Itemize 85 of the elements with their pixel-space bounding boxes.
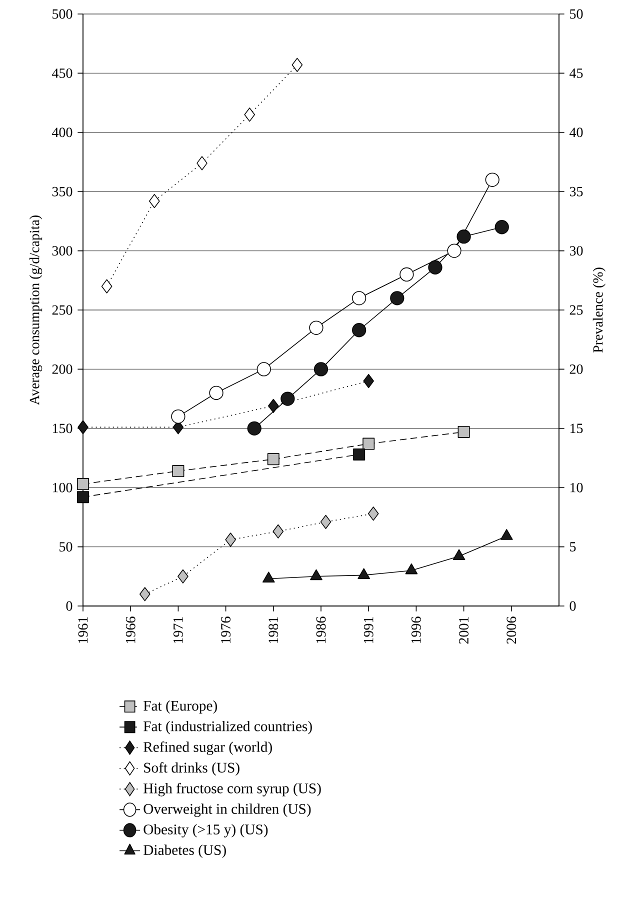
y2-tick-label: 35 xyxy=(570,186,583,196)
legend-label: Fat (Europe) xyxy=(144,700,217,714)
x-tick-label: 1991 xyxy=(364,617,374,644)
point xyxy=(209,386,224,400)
point xyxy=(292,58,303,72)
legend-label: Overweight in children (US) xyxy=(144,804,311,817)
y2-tick-label: 30 xyxy=(570,246,583,256)
point xyxy=(272,524,284,538)
x-tick-label: 1971 xyxy=(174,617,183,644)
y-tick-label: 150 xyxy=(52,424,72,434)
y-tick-label: 500 xyxy=(52,9,72,19)
y-tick-label: 250 xyxy=(52,305,72,315)
y-axis-title: Average consumption (g/d/capita) xyxy=(29,215,42,405)
point xyxy=(268,398,279,413)
x-tick-label: 1981 xyxy=(268,617,278,644)
y2-tick-label: 10 xyxy=(570,482,583,492)
point xyxy=(225,532,236,547)
point xyxy=(149,194,160,208)
y-tick-label: 100 xyxy=(52,482,72,492)
x-tick-label: 1966 xyxy=(126,616,136,644)
point xyxy=(494,220,509,234)
y-tick-label: 450 xyxy=(52,68,72,78)
y2-axis-title: Prevalence (%) xyxy=(592,268,606,353)
point xyxy=(362,438,375,450)
point xyxy=(139,587,150,602)
x-tick-label: 2006 xyxy=(506,616,516,644)
point xyxy=(428,260,442,274)
point xyxy=(310,569,322,580)
y2-tick-label: 25 xyxy=(570,305,583,315)
point xyxy=(262,572,275,582)
y2-tick-label: 5 xyxy=(570,542,576,552)
y2-tick-label: 45 xyxy=(570,68,583,78)
point xyxy=(320,514,332,529)
y2-tick-label: 15 xyxy=(570,424,583,434)
x-tick-label: 1976 xyxy=(221,616,231,644)
point xyxy=(178,569,188,584)
y2-tick-label: 40 xyxy=(570,128,583,138)
point xyxy=(172,465,184,478)
point xyxy=(363,374,374,388)
point xyxy=(368,506,379,521)
point xyxy=(256,362,271,376)
x-tick-label: 1961 xyxy=(78,617,88,644)
y2-tick-label: 0 xyxy=(570,601,576,611)
point xyxy=(458,426,470,438)
point xyxy=(352,323,366,338)
point xyxy=(447,244,462,258)
legend-label: Soft drinks (US) xyxy=(144,762,240,776)
y2-tick-label: 50 xyxy=(570,9,583,19)
y-tick-label: 350 xyxy=(52,186,72,196)
point xyxy=(352,291,366,306)
y-tick-label: 200 xyxy=(52,364,72,374)
legend-label: Fat (industrialized countries) xyxy=(144,720,312,734)
point xyxy=(500,529,513,540)
point xyxy=(452,549,466,560)
point xyxy=(244,108,255,122)
legend-label: High fructose corn syrup (US) xyxy=(144,782,321,796)
point xyxy=(76,491,89,504)
point xyxy=(78,420,88,434)
y-tick-label: 0 xyxy=(66,601,72,611)
point xyxy=(309,320,324,335)
point xyxy=(171,409,186,424)
y-tick-label: 400 xyxy=(52,128,72,138)
point xyxy=(314,362,328,376)
point xyxy=(101,279,112,294)
point xyxy=(76,478,89,490)
point xyxy=(400,267,414,282)
y-tick-label: 50 xyxy=(60,542,72,552)
point xyxy=(247,421,262,436)
point xyxy=(358,568,370,579)
y2-tick-label: 20 xyxy=(570,364,583,374)
point xyxy=(485,172,500,187)
point xyxy=(390,291,404,306)
point xyxy=(196,156,208,170)
y-tick-label: 300 xyxy=(52,246,72,256)
point xyxy=(267,453,280,466)
point xyxy=(405,563,418,574)
legend-label: Diabetes (US) xyxy=(144,844,226,858)
x-tick-label: 1986 xyxy=(316,616,326,644)
point xyxy=(280,392,295,406)
x-tick-label: 1996 xyxy=(411,616,421,644)
x-tick-label: 2001 xyxy=(459,617,469,644)
point xyxy=(456,230,471,244)
legend-label: Refined sugar (world) xyxy=(144,741,272,755)
point xyxy=(353,448,366,460)
legend-label: Obesity (>15 y) (US) xyxy=(144,824,268,838)
